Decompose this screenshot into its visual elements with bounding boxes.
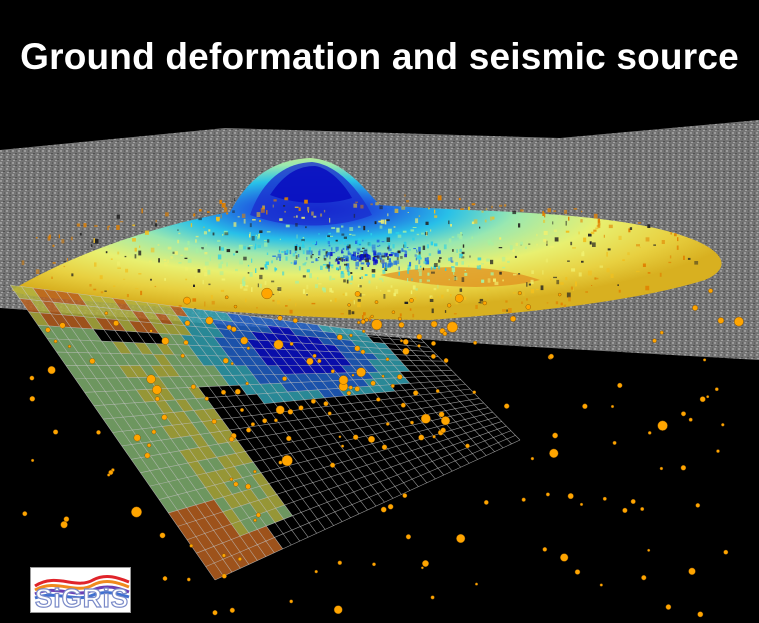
logo-text: SiGRiS bbox=[34, 582, 130, 613]
earthquake-hypocenters bbox=[22, 287, 744, 618]
logo-waves-icon bbox=[34, 575, 130, 600]
fault-plane-grid bbox=[9, 284, 521, 581]
sigris-logo: SiGRiS bbox=[30, 567, 131, 614]
image-title: Ground deformation and seismic source bbox=[20, 36, 739, 77]
deformation-texture bbox=[21, 194, 699, 322]
